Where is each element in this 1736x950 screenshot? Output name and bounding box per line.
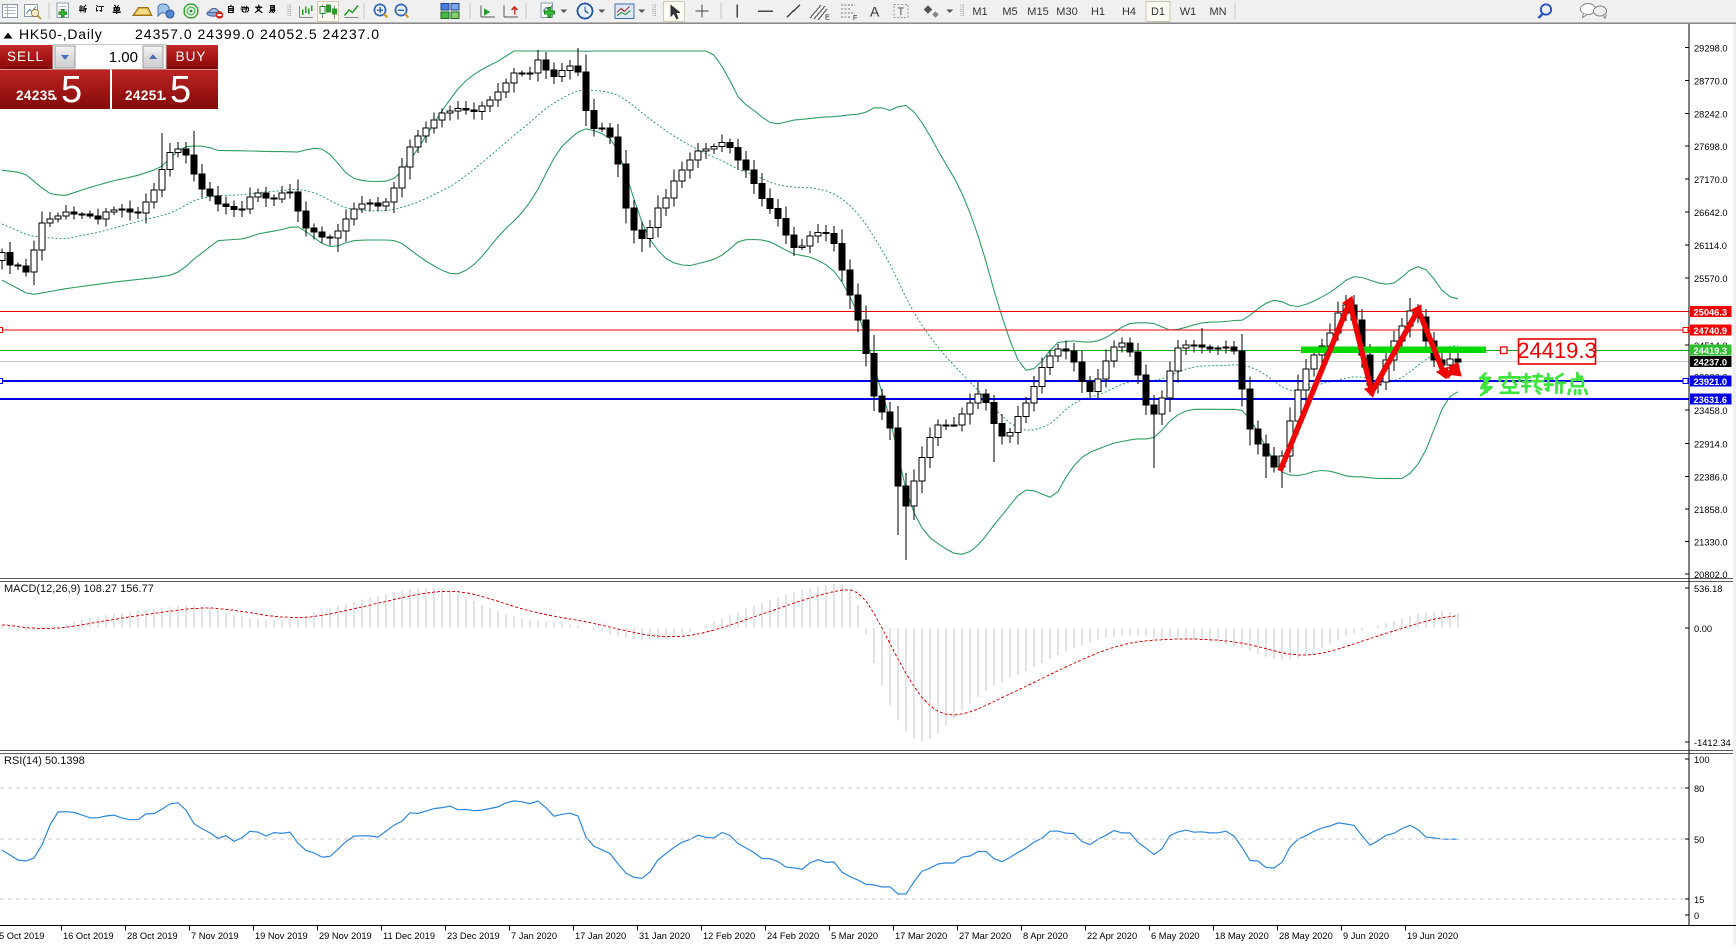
- svg-text:29298.0: 29298.0: [1694, 44, 1728, 54]
- svg-text:H4: H4: [1122, 6, 1136, 18]
- svg-text:24357.0 24399.0 24052.5 24237.: 24357.0 24399.0 24052.5 24237.0: [135, 26, 380, 42]
- svg-text:7 Nov 2019: 7 Nov 2019: [191, 931, 239, 941]
- svg-text:19 Nov 2019: 19 Nov 2019: [255, 931, 308, 941]
- svg-text:28770.0: 28770.0: [1694, 76, 1728, 86]
- svg-text:536.18: 536.18: [1694, 584, 1722, 594]
- svg-text:D1: D1: [1151, 6, 1165, 18]
- svg-text:H1: H1: [1091, 6, 1105, 18]
- svg-text:1.00: 1.00: [109, 49, 138, 66]
- svg-text:24740.9: 24740.9: [1694, 326, 1728, 336]
- svg-text:RSI(14) 50.1398: RSI(14) 50.1398: [4, 755, 85, 767]
- svg-text:16 Oct 2019: 16 Oct 2019: [63, 931, 114, 941]
- svg-text:MACD(12,26,9) 108.27 156.77: MACD(12,26,9) 108.27 156.77: [4, 583, 154, 595]
- svg-text:19 Jun 2020: 19 Jun 2020: [1407, 931, 1458, 941]
- svg-text:29 Nov 2019: 29 Nov 2019: [319, 931, 372, 941]
- svg-text:HK50-,Daily: HK50-,Daily: [19, 26, 103, 42]
- svg-text:100: 100: [1694, 755, 1710, 765]
- svg-text:.: .: [162, 85, 167, 104]
- svg-text:24419.3: 24419.3: [1517, 338, 1597, 363]
- svg-text:9 Jun 2020: 9 Jun 2020: [1343, 931, 1389, 941]
- svg-text:80: 80: [1694, 784, 1704, 794]
- svg-text:22386.0: 22386.0: [1694, 472, 1728, 482]
- svg-text:-1412.34: -1412.34: [1694, 738, 1731, 748]
- svg-text:7 Jan 2020: 7 Jan 2020: [511, 931, 557, 941]
- svg-text:20802.0: 20802.0: [1694, 570, 1728, 580]
- svg-text:28 May 2020: 28 May 2020: [1279, 931, 1333, 941]
- svg-text:27698.0: 27698.0: [1694, 142, 1728, 152]
- svg-text:F: F: [853, 15, 857, 22]
- svg-text:24235: 24235: [16, 88, 56, 103]
- svg-text:21858.0: 21858.0: [1694, 505, 1728, 515]
- svg-text:28242.0: 28242.0: [1694, 109, 1728, 119]
- svg-text:24251: 24251: [125, 88, 165, 103]
- svg-text:23 Dec 2019: 23 Dec 2019: [447, 931, 500, 941]
- svg-text:23458.0: 23458.0: [1694, 406, 1728, 416]
- svg-text:A: A: [870, 4, 880, 20]
- svg-text:SELL: SELL: [7, 49, 44, 64]
- svg-text:31 Jan 2020: 31 Jan 2020: [639, 931, 690, 941]
- svg-text:27170.0: 27170.0: [1694, 175, 1728, 185]
- svg-text:28 Oct 2019: 28 Oct 2019: [127, 931, 178, 941]
- svg-text:21330.0: 21330.0: [1694, 538, 1728, 548]
- svg-text:25046.3: 25046.3: [1694, 308, 1728, 318]
- svg-text:24237.0: 24237.0: [1694, 358, 1728, 368]
- svg-text:8 Apr 2020: 8 Apr 2020: [1023, 931, 1068, 941]
- svg-text:5 Oct 2019: 5 Oct 2019: [0, 931, 44, 941]
- svg-text:5: 5: [61, 69, 82, 111]
- svg-text:M30: M30: [1056, 6, 1077, 18]
- svg-text:26114.0: 26114.0: [1694, 241, 1727, 251]
- svg-text:26642.0: 26642.0: [1694, 208, 1728, 218]
- svg-text:17 Mar 2020: 17 Mar 2020: [895, 931, 947, 941]
- svg-text:W1: W1: [1180, 6, 1197, 18]
- svg-text:M15: M15: [1027, 6, 1048, 18]
- svg-text:50: 50: [1694, 835, 1704, 845]
- svg-text:27 Mar 2020: 27 Mar 2020: [959, 931, 1011, 941]
- svg-text:M1: M1: [972, 6, 987, 18]
- svg-text:23631.6: 23631.6: [1694, 395, 1728, 405]
- svg-text:24 Feb 2020: 24 Feb 2020: [767, 931, 819, 941]
- svg-text:17 Jan 2020: 17 Jan 2020: [575, 931, 626, 941]
- svg-text:24419.3: 24419.3: [1694, 346, 1728, 356]
- svg-text:0: 0: [1694, 911, 1699, 921]
- svg-text:T: T: [898, 6, 905, 18]
- svg-text:BUY: BUY: [176, 49, 207, 64]
- svg-text:6 May 2020: 6 May 2020: [1151, 931, 1200, 941]
- svg-text:25570.0: 25570.0: [1694, 274, 1728, 284]
- svg-text:23921.0: 23921.0: [1694, 377, 1728, 387]
- svg-text:E: E: [825, 15, 830, 22]
- svg-text:22 Apr 2020: 22 Apr 2020: [1087, 931, 1137, 941]
- svg-text:MN: MN: [1209, 6, 1226, 18]
- svg-text:M5: M5: [1002, 6, 1017, 18]
- svg-text:15: 15: [1694, 895, 1704, 905]
- svg-text:22914.0: 22914.0: [1694, 440, 1728, 450]
- svg-text:0.00: 0.00: [1694, 624, 1712, 634]
- svg-text:18 May 2020: 18 May 2020: [1215, 931, 1269, 941]
- svg-text:.: .: [53, 85, 58, 104]
- svg-text:12 Feb 2020: 12 Feb 2020: [703, 931, 755, 941]
- svg-text:5: 5: [170, 69, 191, 111]
- svg-text:5 Mar 2020: 5 Mar 2020: [831, 931, 878, 941]
- svg-text:11 Dec 2019: 11 Dec 2019: [383, 931, 435, 941]
